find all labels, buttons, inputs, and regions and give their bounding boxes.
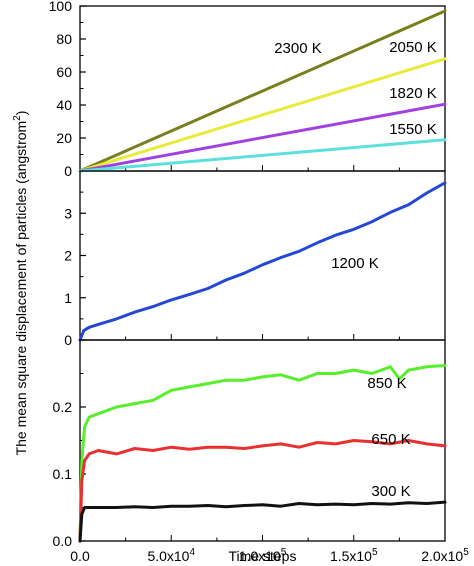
x-tick-exponent: 4 bbox=[189, 547, 195, 558]
series-label-2050-k: 2050 K bbox=[389, 39, 437, 56]
series-line-2050-k bbox=[78, 57, 447, 173]
series-label-2300-k: 2300 K bbox=[274, 40, 322, 57]
panel-middle: 0 1 2 3 1200 K bbox=[64, 170, 447, 348]
series-line-2300-k bbox=[78, 9, 447, 173]
series-line-1550-k bbox=[78, 138, 447, 173]
y-tick-label: 0 bbox=[64, 163, 72, 179]
series-label-650-k: 650 K bbox=[371, 431, 410, 448]
x-tick-exponent: 5 bbox=[281, 547, 287, 558]
x-tick-exponent: 5 bbox=[463, 547, 469, 558]
y-tick-label: 80 bbox=[56, 31, 72, 47]
series-label-1200-k: 1200 K bbox=[331, 255, 379, 272]
y-tick-label: 0.0 bbox=[53, 533, 73, 549]
panel-bottom: 0.0 0.1 0.2 0.0 5.0x104 1.0x105 1.5x105 2.0x105… bbox=[53, 339, 469, 564]
x-tick-label: 2.0x105 bbox=[421, 547, 469, 564]
x-axis-title: Time steps bbox=[229, 548, 297, 564]
y-tick-label: 0 bbox=[64, 332, 72, 348]
svg-text:The mean square displacement o: The mean square displacement of particle… bbox=[12, 111, 29, 456]
y-tick-label: 20 bbox=[56, 130, 72, 146]
y-axis-title: The mean square displacement of particle… bbox=[12, 111, 29, 456]
series-label-1550-k: 1550 K bbox=[389, 121, 437, 138]
x-tick-label: 1.0x105 bbox=[239, 547, 287, 564]
x-tick-label: 5.0x104 bbox=[147, 547, 195, 564]
y-axis-title-superscript: 2 bbox=[12, 115, 23, 121]
series-line-1820-k bbox=[78, 102, 447, 173]
y-tick-label: 100 bbox=[49, 0, 73, 14]
series-line-850-k bbox=[78, 364, 447, 543]
y-axis-title-suffix: ) bbox=[13, 111, 29, 116]
y-tick-label: 40 bbox=[56, 97, 72, 113]
y-tick-label: 1 bbox=[64, 290, 72, 306]
series-label-300-k: 300 K bbox=[371, 483, 410, 500]
series-line-1200-k bbox=[78, 181, 447, 342]
series-label-1820-k: 1820 K bbox=[389, 85, 437, 102]
y-tick-label: 60 bbox=[56, 64, 72, 80]
panel-top: 0 20 40 60 80 100 2300 K 2050 K 1820 K 1550 K bbox=[49, 0, 447, 179]
x-tick-label: 0.0 bbox=[70, 548, 90, 564]
y-tick-label: 2 bbox=[64, 248, 72, 264]
series-line-300-k bbox=[78, 500, 447, 543]
panel-frame bbox=[79, 170, 446, 341]
y-tick-label: 0.1 bbox=[53, 466, 73, 482]
y-tick-label: 0.2 bbox=[53, 399, 73, 415]
x-tick-exponent: 5 bbox=[372, 547, 378, 558]
series-label-850-k: 850 K bbox=[367, 375, 406, 392]
series-line-650-k bbox=[78, 439, 447, 543]
x-tick-label: 1.5x105 bbox=[330, 547, 378, 564]
y-axis-title-text: The mean square displacement of particle… bbox=[13, 121, 29, 456]
y-tick-label: 3 bbox=[64, 205, 72, 221]
